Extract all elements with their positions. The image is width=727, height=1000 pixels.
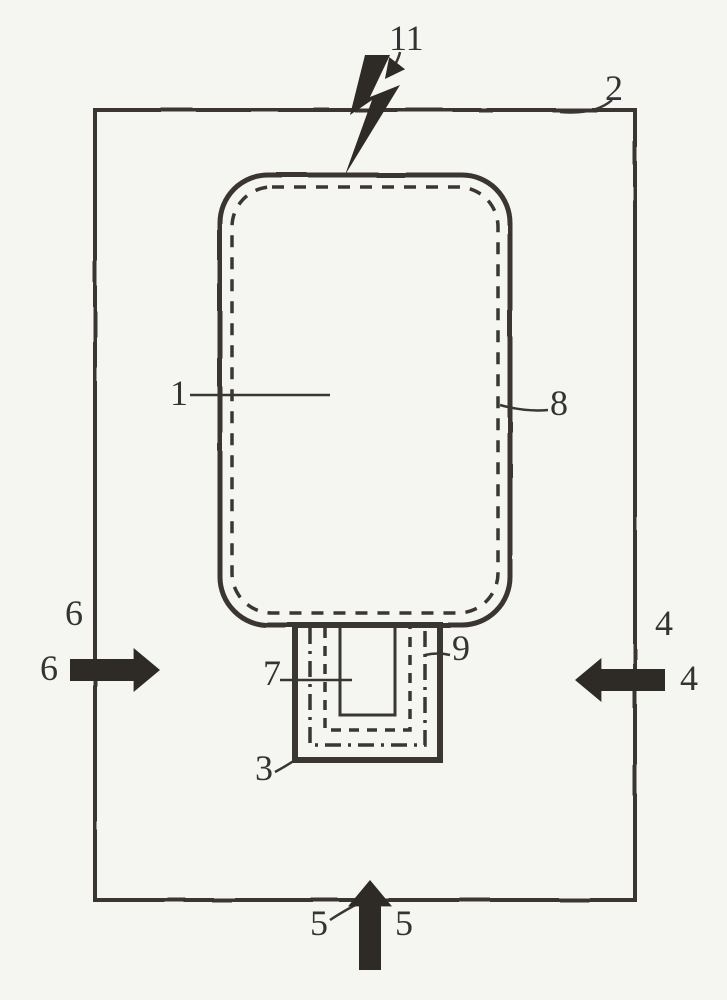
ref-label-6a: 6 bbox=[65, 593, 83, 633]
ref-label-4a: 4 bbox=[655, 603, 673, 643]
ref-label-2: 2 bbox=[605, 68, 623, 108]
schematic-diagram: 11 2 1 8 66 7 9 44 3 5 5 bbox=[0, 0, 727, 1000]
ref-label-6b: 6 bbox=[40, 648, 58, 688]
ref-label-4b: 4 bbox=[680, 658, 698, 698]
ref-label-3: 3 bbox=[255, 748, 273, 788]
ref-label-1: 1 bbox=[170, 373, 188, 413]
ref-label-5b: 5 bbox=[395, 903, 413, 943]
ref-label-5a: 5 bbox=[310, 903, 328, 943]
ref-label-11: 11 bbox=[389, 18, 424, 58]
ref-label-8: 8 bbox=[550, 383, 568, 423]
ref-label-7: 7 bbox=[263, 653, 281, 693]
ref-label-9: 9 bbox=[452, 628, 470, 668]
canvas-bg bbox=[0, 0, 727, 1000]
